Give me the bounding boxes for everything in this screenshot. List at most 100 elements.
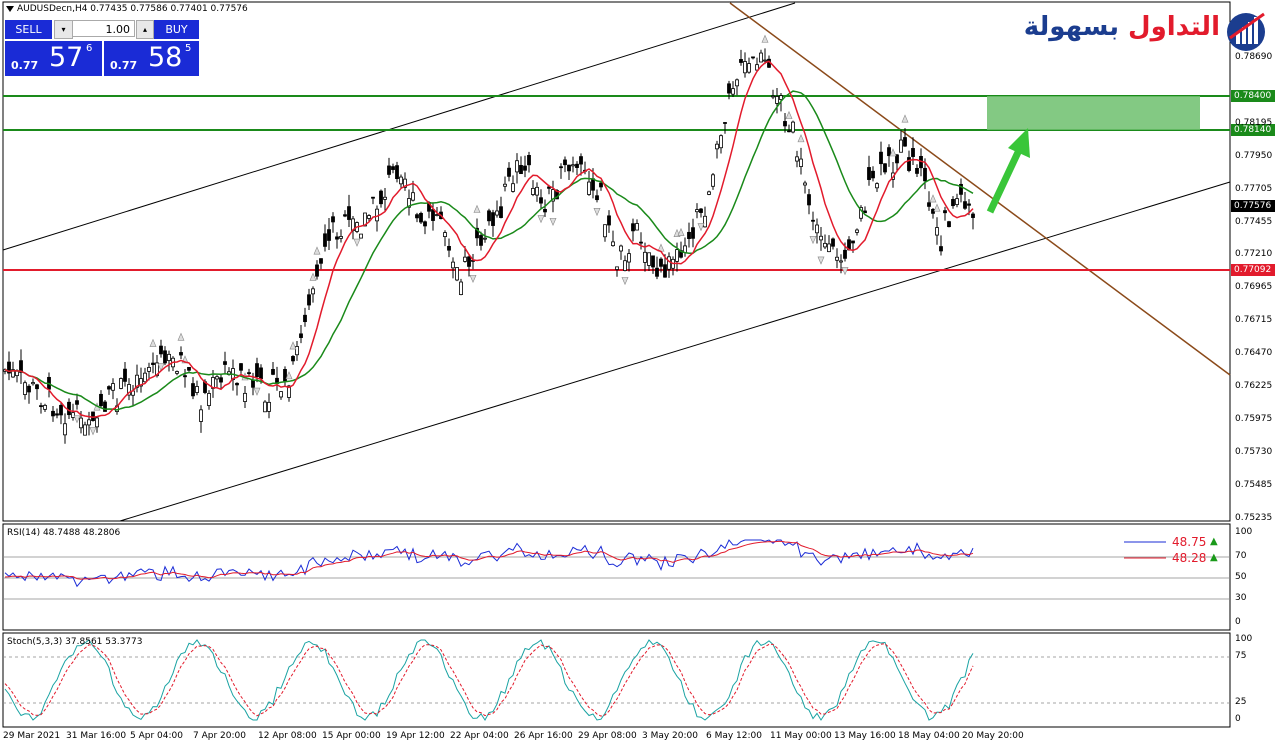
price-axis-label: 0.78690 bbox=[1235, 52, 1273, 62]
candle-body bbox=[587, 181, 591, 195]
candle-body bbox=[51, 410, 55, 417]
candle-body bbox=[431, 209, 435, 221]
candle-body bbox=[159, 345, 163, 355]
time-axis-label: 19 Apr 12:00 bbox=[386, 731, 445, 741]
candle-body bbox=[179, 352, 183, 356]
dropdown-arrow-icon[interactable] bbox=[6, 5, 14, 12]
buy-price-box[interactable]: 0.77 58 5 bbox=[104, 41, 199, 76]
logo-text-red: التداول bbox=[1128, 12, 1220, 42]
candle-body bbox=[55, 413, 59, 416]
rsi-axis-label: 0 bbox=[1235, 617, 1241, 627]
sell-price-box[interactable]: 0.77 57 6 bbox=[5, 41, 102, 76]
candle-body bbox=[903, 137, 907, 147]
buy-button[interactable]: BUY bbox=[154, 20, 199, 39]
fractal-arrow-icon bbox=[73, 415, 81, 424]
fractal-arrow-icon bbox=[929, 194, 937, 203]
candle-body bbox=[851, 240, 855, 244]
candle-body bbox=[283, 369, 287, 382]
candle-body bbox=[651, 255, 655, 268]
sell-price-pip: 6 bbox=[86, 43, 93, 54]
candle-body bbox=[235, 382, 239, 386]
candle-body bbox=[699, 208, 703, 213]
candle-body bbox=[367, 215, 371, 219]
candle-body bbox=[83, 424, 87, 436]
candle-body bbox=[639, 241, 643, 244]
candle-body bbox=[599, 182, 603, 188]
candle-body bbox=[155, 362, 159, 377]
candle-body bbox=[191, 383, 195, 397]
candle-body bbox=[99, 393, 103, 407]
sell-price-prefix: 0.77 bbox=[11, 59, 39, 72]
candle-body bbox=[271, 369, 275, 375]
time-axis-label: 31 Mar 16:00 bbox=[66, 731, 127, 741]
one-click-trading-panel: SELL ▾ 1.00 ▴ BUY 0.77 57 6 0.77 58 5 bbox=[5, 20, 199, 76]
rsi-line bbox=[4, 539, 974, 588]
candle-body bbox=[823, 242, 827, 248]
bullish-arrow-icon bbox=[986, 128, 1030, 214]
candle-body bbox=[327, 229, 331, 241]
fractal-arrow-icon bbox=[621, 277, 629, 286]
lot-size-input[interactable]: 1.00 bbox=[72, 20, 135, 37]
channel-upper-line[interactable] bbox=[2, 2, 796, 251]
symbol-info[interactable]: AUDUSDecn,H4 0.77435 0.77586 0.77401 0.7… bbox=[6, 4, 248, 14]
candle-body bbox=[359, 233, 363, 239]
candle-body bbox=[463, 256, 467, 262]
candle-body bbox=[619, 245, 623, 252]
candle-body bbox=[807, 194, 811, 206]
fractal-arrow-icon bbox=[677, 227, 685, 236]
candle-body bbox=[607, 215, 611, 226]
fractal-arrow-icon bbox=[353, 238, 361, 247]
price-axis-label: 0.76470 bbox=[1235, 348, 1273, 358]
candle-body bbox=[59, 404, 63, 416]
fractal-arrow-icon bbox=[809, 236, 817, 245]
candle-body bbox=[323, 233, 327, 247]
candle-body bbox=[683, 245, 687, 253]
candle-body bbox=[631, 223, 635, 232]
candle-body bbox=[819, 235, 823, 241]
rsi-legend-value-1: 48.75 bbox=[1172, 535, 1207, 549]
price-tag-support: 0.77092 bbox=[1234, 265, 1272, 275]
candle-body bbox=[703, 215, 707, 228]
candle-body bbox=[151, 362, 155, 365]
candle-body bbox=[547, 186, 551, 189]
candle-body bbox=[667, 256, 671, 270]
stoch-axis-label: 75 bbox=[1235, 651, 1247, 661]
candle-body bbox=[715, 143, 719, 150]
rsi-axis-label: 50 bbox=[1235, 572, 1247, 582]
target-zone[interactable] bbox=[987, 96, 1200, 130]
candle-body bbox=[855, 229, 859, 233]
candle-body bbox=[123, 368, 127, 382]
candle-body bbox=[659, 258, 663, 267]
candle-body bbox=[315, 264, 319, 277]
fractal-arrow-icon bbox=[933, 203, 941, 212]
candle-body bbox=[383, 196, 387, 200]
candle-body bbox=[947, 221, 951, 228]
lot-decrease-button[interactable]: ▾ bbox=[54, 20, 73, 39]
candle-body bbox=[611, 241, 615, 247]
buy-price-prefix: 0.77 bbox=[110, 59, 138, 72]
fractal-arrow-icon bbox=[309, 272, 317, 281]
lot-increase-button[interactable]: ▴ bbox=[136, 20, 154, 39]
price-axis-label: 0.75975 bbox=[1235, 414, 1273, 424]
sell-button[interactable]: SELL bbox=[5, 20, 52, 39]
candle-body bbox=[379, 190, 383, 205]
stoch-axis-label: 0 bbox=[1235, 714, 1241, 724]
descending-trendline[interactable] bbox=[729, 2, 1231, 376]
rsi-axis-label: 70 bbox=[1235, 551, 1247, 561]
rsi-signal-line bbox=[4, 540, 974, 580]
candle-body bbox=[571, 164, 575, 167]
fractal-arrow-icon bbox=[901, 114, 909, 123]
price-axis-label: 0.76965 bbox=[1235, 282, 1273, 292]
candle-body bbox=[483, 237, 487, 240]
candle-body bbox=[915, 167, 919, 174]
candle-body bbox=[763, 59, 767, 62]
channel-lower-line[interactable] bbox=[119, 181, 1231, 522]
candle-body bbox=[759, 52, 763, 63]
candle-body bbox=[175, 371, 179, 374]
candle-body bbox=[7, 361, 11, 374]
time-axis-label: 26 Apr 16:00 bbox=[514, 731, 573, 741]
time-axis-label: 12 Apr 08:00 bbox=[258, 731, 317, 741]
candle-body bbox=[407, 198, 411, 208]
fractal-arrow-icon bbox=[469, 274, 477, 284]
